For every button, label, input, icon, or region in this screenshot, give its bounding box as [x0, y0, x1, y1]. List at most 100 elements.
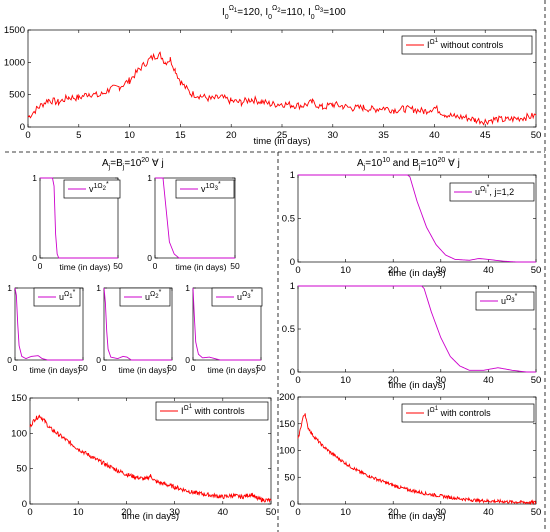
- x-axis-label: time (in days): [175, 262, 226, 272]
- x-tick-label: 45: [480, 130, 491, 141]
- chart-ur2: 0 10 20 30 40 50 0 0.5 1 time (in days) uΩ3*: [282, 281, 542, 391]
- x-tick-label: 30: [169, 507, 180, 518]
- chart-bl: 0 10 20 30 40 50 0 50 100 150 time (in days) IΩ1 wi…: [11, 393, 276, 522]
- x-tick-label: 50: [531, 265, 542, 276]
- legend: v1Ω2*: [63, 179, 121, 199]
- x-tick-label: 10: [340, 507, 351, 518]
- legend-box: [175, 179, 235, 199]
- x-tick-label: 10: [340, 375, 351, 386]
- legend-box: [449, 182, 535, 202]
- legend: v1Ω3*: [175, 179, 235, 199]
- legend-label: uΩi*, j=1,2: [475, 184, 514, 197]
- chart-br: 0 10 20 30 40 50 0 50 100 150 200 time (in days) IΩ1…: [279, 392, 541, 522]
- x-tick-label: 20: [388, 265, 399, 276]
- chart-v2: 0 50 0 1 time (in days) v1Ω2*: [32, 173, 123, 272]
- y-tick-label: 1: [290, 281, 295, 292]
- x-tick-label: 50: [113, 261, 123, 271]
- x-tick-label: 25: [277, 130, 288, 141]
- x-axis-label: time (in days): [388, 511, 445, 522]
- legend: uΩ1*: [33, 287, 81, 307]
- x-axis-label: time (in days): [253, 136, 310, 147]
- y-tick-label: 1: [290, 170, 295, 181]
- legend-box: [33, 287, 81, 307]
- legend-box: [401, 35, 533, 55]
- x-tick-label: 50: [256, 363, 266, 373]
- legend: uΩ3*: [211, 287, 263, 307]
- x-tick-label: 50: [167, 363, 177, 373]
- legend-label: uΩ1*: [59, 289, 76, 302]
- x-tick-label: 0: [25, 130, 30, 141]
- y-tick-label: 0: [96, 355, 101, 365]
- x-tick-label: 30: [328, 130, 339, 141]
- mid-right-title: Aj=1010 and Bj=1020 ∀ j: [357, 157, 460, 171]
- x-tick-label: 30: [436, 265, 447, 276]
- y-tick-label: 1: [185, 283, 190, 293]
- series-line: [103, 287, 172, 361]
- y-tick-label: 0: [290, 367, 295, 378]
- x-tick-label: 0: [153, 261, 158, 271]
- legend-label: IΩ1 without controls: [427, 38, 504, 50]
- x-tick-label: 0: [38, 261, 43, 271]
- x-tick-label: 50: [531, 375, 542, 386]
- mid-left-title: Aj=Bj=1020 ∀ j: [102, 157, 164, 171]
- plot-frame: [29, 397, 272, 505]
- y-tick-label: 1: [147, 173, 152, 183]
- legend-box: [155, 401, 269, 421]
- x-axis-label: time (in days): [207, 365, 258, 375]
- x-tick-label: 50: [78, 363, 88, 373]
- x-axis-label: time (in days): [29, 365, 80, 375]
- legend: IΩ1 with controls: [401, 403, 535, 423]
- y-tick-label: 0: [7, 355, 12, 365]
- series-line: [14, 287, 83, 361]
- x-tick-label: 40: [483, 375, 494, 386]
- series-line: [155, 177, 235, 259]
- legend: IΩ1 without controls: [401, 35, 533, 55]
- y-tick-label: 150: [279, 419, 295, 430]
- y-tick-label: 0.5: [282, 324, 295, 335]
- y-tick-label: 1: [7, 283, 12, 293]
- y-tick-label: 200: [279, 392, 295, 403]
- chart-u2: 0 50 0 1 time (in days) uΩ2*: [96, 283, 177, 375]
- x-tick-label: 40: [483, 507, 494, 518]
- x-tick-label: 20: [226, 130, 237, 141]
- x-tick-label: 30: [436, 375, 447, 386]
- legend-label: IΩ1 with controls: [181, 404, 245, 416]
- x-axis-label: time (in days): [388, 380, 445, 391]
- series-line: [27, 51, 537, 126]
- x-tick-label: 50: [531, 507, 542, 518]
- x-tick-label: 5: [76, 130, 81, 141]
- legend-label: uΩ2*: [145, 289, 162, 302]
- x-tick-label: 0: [27, 507, 32, 518]
- x-tick-label: 10: [340, 265, 351, 276]
- legend-box: [401, 403, 535, 423]
- x-tick-label: 50: [230, 261, 240, 271]
- chart-v3: 0 50 0 1 time (in days) v1Ω3*: [147, 173, 240, 272]
- chart-ur1: 0 10 20 30 40 50 0 0.5 1 time (in days) uΩi*, j=1,…: [282, 170, 542, 279]
- series-line: [297, 413, 537, 506]
- x-tick-label: 0: [295, 265, 300, 276]
- x-tick-label: 50: [266, 507, 277, 518]
- x-tick-label: 20: [388, 507, 399, 518]
- x-tick-label: 0: [295, 375, 300, 386]
- y-tick-label: 50: [284, 472, 295, 483]
- legend-label: IΩ1 with controls: [427, 406, 491, 418]
- x-axis-label: time (in days): [118, 365, 169, 375]
- y-tick-label: 0: [22, 499, 27, 510]
- legend-box: [475, 291, 535, 311]
- y-tick-label: 50: [16, 464, 27, 475]
- series-line: [298, 174, 536, 263]
- y-tick-label: 0: [185, 355, 190, 365]
- x-axis-label: time (in days): [122, 511, 179, 522]
- y-tick-label: 100: [11, 428, 27, 439]
- x-tick-label: 0: [13, 363, 18, 373]
- x-tick-label: 15: [175, 130, 186, 141]
- y-tick-label: 1: [32, 173, 37, 183]
- y-tick-label: 1500: [4, 25, 25, 36]
- y-tick-label: 0: [20, 122, 25, 133]
- y-tick-label: 0: [290, 499, 295, 510]
- y-tick-label: 1000: [4, 57, 25, 68]
- x-axis-label: time (in days): [388, 268, 445, 279]
- x-tick-label: 40: [429, 130, 440, 141]
- series-line: [40, 177, 118, 259]
